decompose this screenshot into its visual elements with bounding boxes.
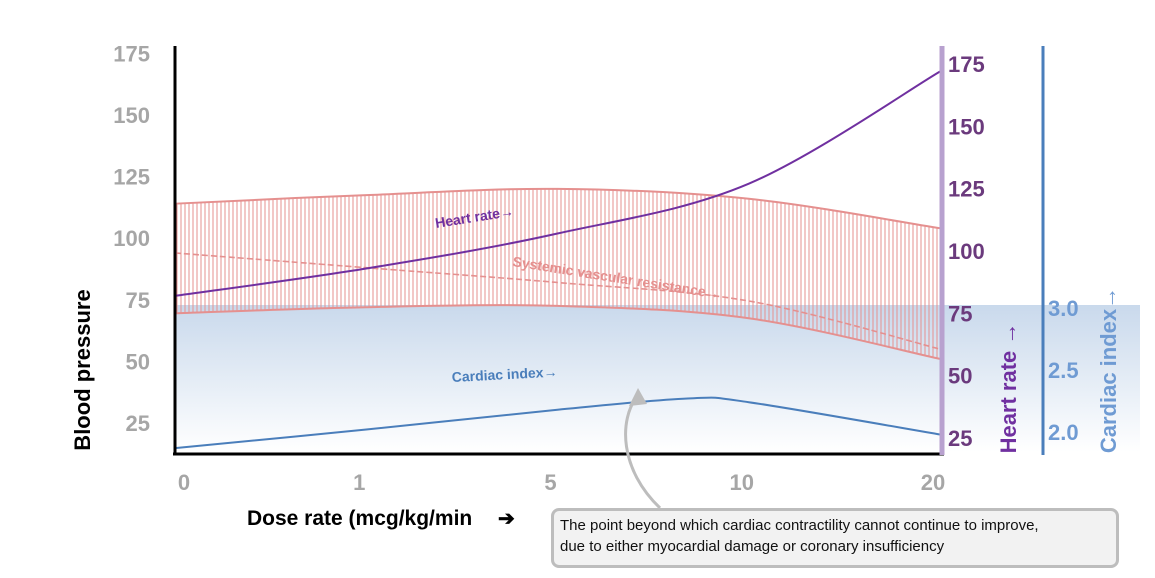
left-tick-label: 25 [126, 411, 150, 436]
cardiac-index-tick-label: 2.0 [1048, 420, 1079, 445]
cardiac-index-tick-label: 3.0 [1048, 296, 1079, 321]
series-line-systolic [174, 187, 941, 230]
cardiac-index-region [175, 305, 1140, 452]
y-axis-label-cardiac-index: Cardiac index→ [1096, 287, 1121, 453]
annotation-cardiac-index: Cardiac index→ [451, 363, 558, 385]
series-line-cardiac-index [174, 396, 941, 450]
left-tick-label: 175 [113, 41, 150, 66]
callout-line-1: The point beyond which cardiac contracti… [560, 517, 1039, 534]
heart-rate-tick-label: 50 [948, 364, 972, 389]
x-tick-label: 1 [353, 470, 365, 495]
x-tick-label: 5 [544, 470, 556, 495]
x-axis-arrow: ➔ [498, 508, 515, 530]
heart-rate-tick-label: 125 [948, 177, 985, 202]
series-line-svr [174, 252, 941, 350]
x-tick-label: 0 [178, 470, 190, 495]
left-tick-label: 75 [126, 288, 150, 313]
heart-rate-tick-label: 175 [948, 52, 985, 77]
heart-rate-tick-label: 25 [948, 426, 972, 451]
x-tick-label: 20 [921, 470, 945, 495]
series-line-diastolic [174, 304, 941, 360]
callout-box: The point beyond which cardiac contracti… [551, 508, 1119, 568]
left-tick-label: 50 [126, 349, 150, 374]
y-axis-label-heart-rate: Heart rate → [996, 323, 1021, 454]
left-tick-label: 150 [113, 103, 150, 128]
x-axis-label: Dose rate (mcg/kg/min [247, 507, 472, 530]
y-axis-label-blood-pressure: Blood pressure [70, 289, 95, 450]
callout-pointer-head [629, 388, 647, 406]
series-line-heart-rate [174, 70, 941, 297]
left-tick-label: 100 [113, 226, 150, 251]
callout-line-2: due to either myocardial damage or coron… [560, 538, 945, 555]
heart-rate-tick-label: 150 [948, 114, 985, 139]
x-tick-labels: 0 1 5 10 20 [178, 470, 945, 495]
cardiac-index-tick-label: 2.5 [1048, 358, 1079, 383]
heart-rate-tick-label: 75 [948, 301, 972, 326]
cardiac-index-tick-labels: 2.0 2.5 3.0 [1048, 296, 1079, 445]
left-tick-labels: 25 50 75 100 125 150 175 [113, 41, 150, 436]
x-tick-label: 10 [730, 470, 754, 495]
heart-rate-tick-label: 100 [948, 239, 985, 264]
heart-rate-tick-labels: 25 50 75 100 125 150 175 [948, 52, 985, 451]
blood-pressure-band [175, 188, 940, 359]
left-tick-label: 125 [113, 165, 150, 190]
